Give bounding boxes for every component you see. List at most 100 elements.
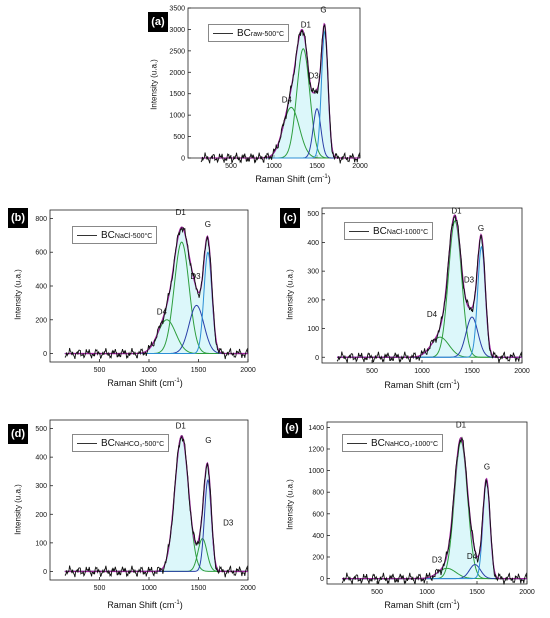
x-tick-label: 2000 (514, 368, 530, 375)
y-axis-label: Intensity (u.a.) (285, 269, 295, 320)
measured-spectrum-line (64, 434, 249, 578)
measured-spectrum-line (336, 214, 523, 364)
x-tick-label: 1000 (266, 163, 282, 170)
y-tick-label: 500 (35, 426, 47, 433)
chart-a: 0 500 1000 1500 2000 2500 3000 3500 500 1000 1500 2… (169, 5, 368, 170)
peak-label: D1 (176, 422, 187, 431)
peak-label: D1 (176, 208, 187, 217)
legend-main: BC (101, 437, 115, 449)
y-tick-label: 400 (35, 455, 47, 462)
peak-label: D4 (427, 310, 438, 319)
x-axis-label-text: Raman Shift (107, 378, 157, 388)
y-tick-label: 0 (43, 569, 47, 576)
y-tick-label: 1500 (169, 91, 185, 98)
x-axis-label: Raman Shift (cm-1) (384, 380, 460, 390)
y-tick-label: 3000 (169, 27, 185, 34)
x-axis-label-text: Raman Shift (255, 174, 305, 184)
legend-sub: NaHCO₃-500°C (114, 440, 165, 448)
x-axis-unit-suffix: ) (456, 600, 460, 610)
x-tick-label: 1500 (464, 368, 480, 375)
x-tick-label: 500 (94, 585, 106, 592)
x-axis-label: Raman Shift (cm-1) (255, 174, 331, 184)
x-axis-unit-sup: -1 (174, 378, 180, 384)
y-tick-label: 600 (35, 250, 47, 257)
y-tick-label: 0 (43, 351, 47, 358)
chart-d: 0 100 200 300 400 500 500 1000 1500 2000 D1 G D3 (35, 419, 256, 592)
chart-b: 0 200 400 600 800 500 1000 1500 2000 D4 D1 D3 G (35, 208, 256, 374)
x-tick-label: 1000 (419, 589, 435, 596)
x-axis-unit: cm (439, 380, 452, 390)
y-tick-label: 1200 (308, 447, 324, 454)
x-tick-label: 1000 (414, 368, 430, 375)
measured-spectrum-line (64, 226, 249, 360)
peak-label: D4 (282, 95, 293, 104)
x-tick-label: 2000 (240, 585, 256, 592)
peak-label: D3 (464, 276, 475, 285)
y-axis-label: Intensity (u.a.) (285, 479, 295, 530)
peak-label: D4 (467, 552, 478, 561)
y-tick-label: 2000 (169, 70, 185, 77)
peak-g (337, 245, 522, 358)
panel-label: (e) (282, 418, 302, 438)
x-tick-label: 500 (225, 163, 237, 170)
peak-label: G (478, 224, 484, 233)
fit-area (64, 435, 248, 572)
panel-label: (d) (8, 424, 28, 444)
y-tick-label: 0 (320, 576, 324, 583)
peak-label: G (205, 436, 211, 445)
panel-label: (b) (8, 208, 28, 228)
y-tick-label: 200 (312, 555, 324, 562)
panel-d: 0 100 200 300 400 500 500 1000 1500 2000 D1 G D3 (d)… (0, 410, 262, 615)
y-axis-label: Intensity (u.a.) (13, 484, 23, 535)
panel-e: 0 200 400 600 800 1000 1200 1400 500 1000 1500 2000… (272, 410, 542, 615)
legend-main: BC (373, 225, 387, 237)
legend-swatch (347, 442, 367, 444)
y-tick-label: 0 (181, 156, 185, 163)
x-tick-label: 500 (366, 368, 378, 375)
x-axis-unit: cm (162, 600, 175, 610)
legend: BC raw-500°C (208, 24, 290, 42)
x-axis-unit-sup: -1 (451, 600, 457, 606)
legend-main: BC (371, 437, 385, 449)
x-tick-label: 2000 (240, 367, 256, 374)
x-axis-unit: cm (439, 600, 452, 610)
peak-label: D1 (451, 207, 462, 216)
x-axis-unit-suffix: ) (456, 380, 460, 390)
x-tick-label: 500 (94, 367, 106, 374)
panel-a: 0 500 1000 1500 2000 2500 3000 3500 500 1000 1500 2… (138, 0, 408, 190)
peak-d1 (337, 220, 522, 358)
peak-label: D3 (308, 72, 319, 81)
y-axis-label: Intensity (u.a.) (13, 269, 23, 320)
x-tick-label: 2000 (352, 163, 368, 170)
x-tick-label: 1500 (309, 163, 325, 170)
x-axis-label-text: Raman Shift (384, 600, 434, 610)
x-tick-label: 1500 (191, 367, 207, 374)
peak-label: D4 (157, 308, 168, 317)
y-tick-label: 300 (307, 269, 319, 276)
x-axis-unit-suffix: ) (179, 378, 183, 388)
y-tick-label: 400 (307, 240, 319, 247)
x-axis-label: Raman Shift (cm-1) (384, 600, 460, 610)
legend-sub: raw-500°C (250, 30, 285, 38)
y-tick-label: 1400 (308, 425, 324, 432)
peak-label: D3 (190, 272, 201, 281)
peak-g (64, 478, 248, 572)
peak-d3 (64, 538, 248, 572)
legend-swatch (77, 234, 97, 236)
peak-label: G (205, 220, 211, 229)
y-tick-label: 300 (35, 483, 47, 490)
x-axis-unit: cm (310, 174, 323, 184)
y-tick-label: 500 (173, 134, 185, 141)
y-tick-label: 100 (35, 540, 47, 547)
y-tick-label: 0 (315, 355, 319, 362)
y-tick-label: 800 (35, 216, 47, 223)
chart-e: 0 200 400 600 800 1000 1200 1400 500 1000 1500 2000… (308, 420, 534, 596)
peak-label: D1 (301, 20, 312, 29)
x-tick-label: 1500 (191, 585, 207, 592)
chart-c: 0 100 200 300 400 500 500 1000 1500 2000 D4 D1 D3 G (307, 207, 530, 375)
cumulative-fit-line (64, 226, 248, 355)
y-tick-label: 1000 (308, 468, 324, 475)
legend: BC NaHCO₃-1000°C (342, 434, 444, 452)
panel-c: 0 100 200 300 400 500 500 1000 1500 2000 D4 D1 D3 G (… (272, 198, 542, 395)
panel-label: (c) (280, 208, 300, 228)
